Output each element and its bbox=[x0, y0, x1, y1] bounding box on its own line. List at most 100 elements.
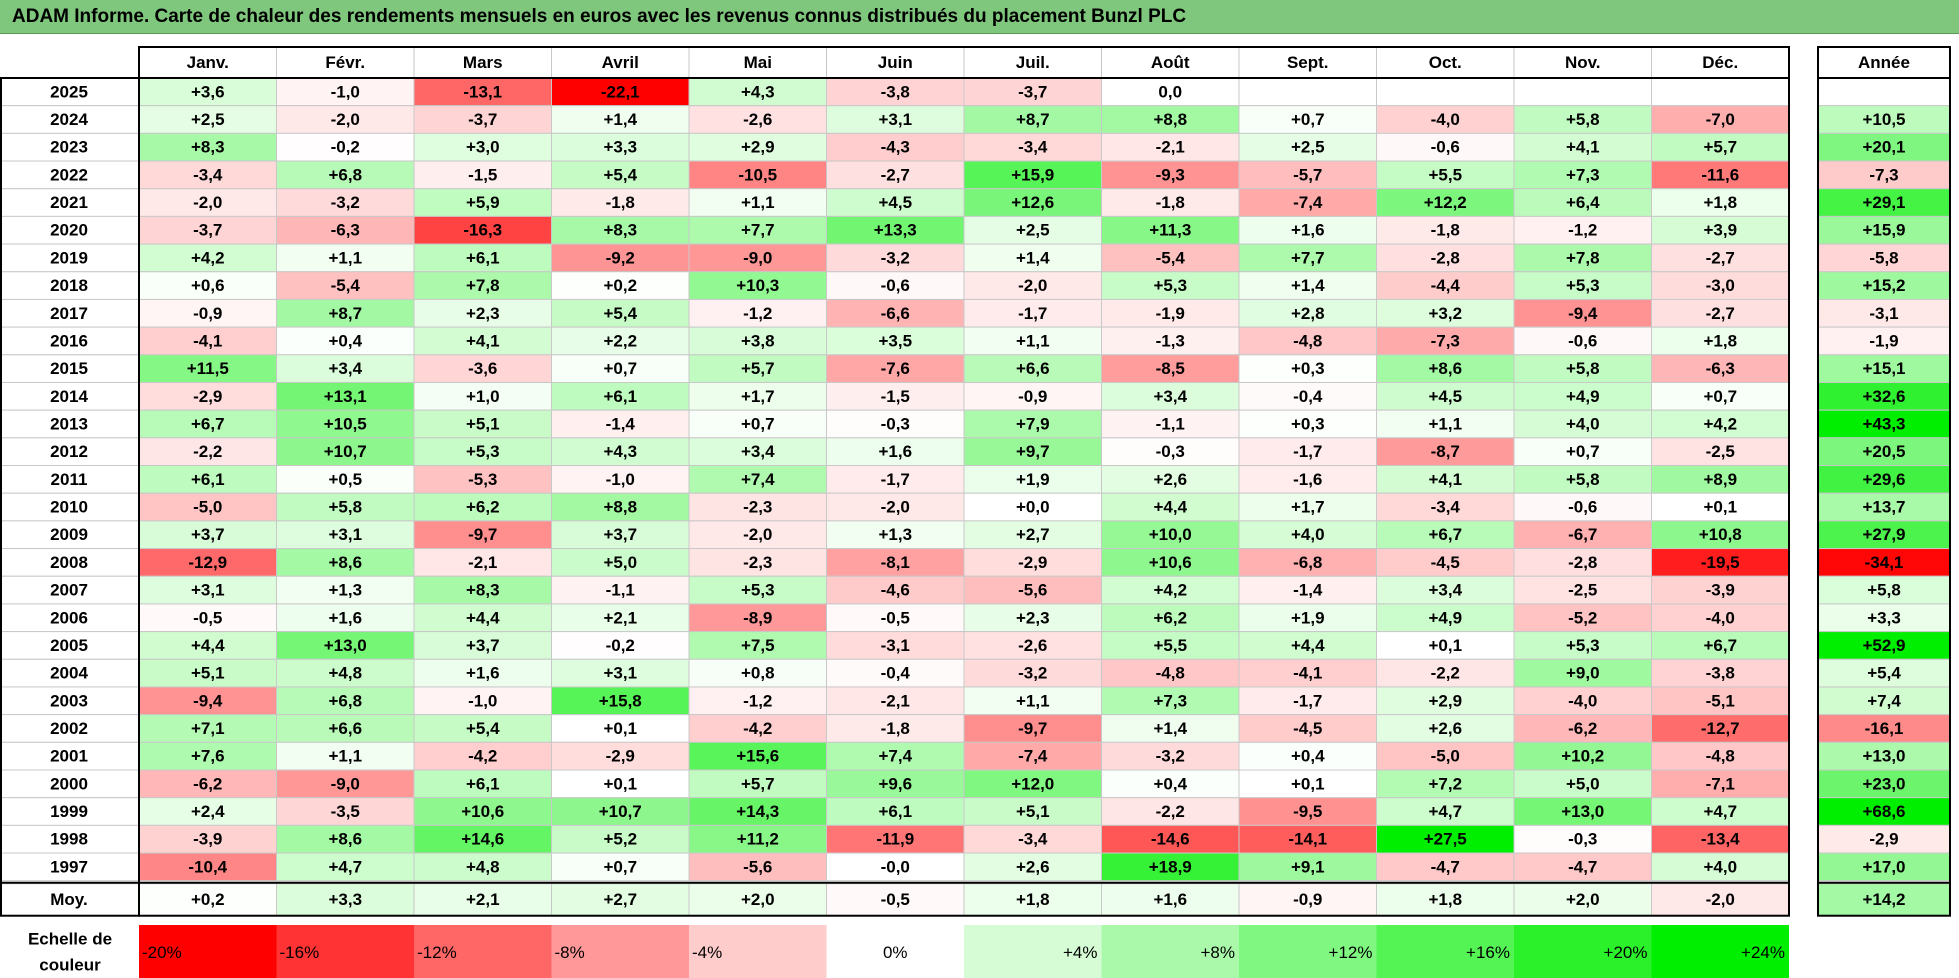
cell-value: +10,7 bbox=[599, 802, 642, 821]
scale-swatch bbox=[276, 925, 414, 978]
heatmap-cell bbox=[276, 797, 415, 826]
cell-value: +7,7 bbox=[1291, 248, 1325, 267]
column-header: Nov. bbox=[1565, 53, 1601, 72]
cell-value: -1,4 bbox=[1293, 581, 1323, 600]
heatmap-cell bbox=[1376, 381, 1515, 411]
heatmap-cell bbox=[138, 354, 277, 383]
heatmap-cell bbox=[551, 631, 690, 660]
cell-value: +4,5 bbox=[1428, 387, 1462, 406]
cell-value: -1,9 bbox=[1156, 304, 1185, 323]
heatmap-cell bbox=[1101, 548, 1240, 577]
cell-value: -14,1 bbox=[1288, 830, 1327, 849]
cell-value: +15,8 bbox=[599, 691, 642, 710]
heatmap-cell bbox=[551, 492, 690, 522]
cell-value: -2,7 bbox=[1706, 248, 1735, 267]
year-value: +15,1 bbox=[1862, 359, 1905, 378]
heatmap-cell bbox=[1238, 714, 1377, 743]
row-label: 2000 bbox=[50, 774, 88, 793]
scale-swatch bbox=[826, 925, 964, 978]
cell-value: +8,7 bbox=[1016, 110, 1050, 129]
heatmap-cell bbox=[551, 381, 690, 411]
cell-value: +6,7 bbox=[1703, 636, 1737, 655]
heatmap-cell bbox=[688, 160, 827, 190]
heatmap-cell bbox=[963, 852, 1102, 882]
cell-value: -7,4 bbox=[1293, 193, 1323, 212]
heatmap-cell bbox=[688, 243, 827, 273]
heatmap-cell bbox=[963, 492, 1102, 522]
cell-value: +4,4 bbox=[1153, 498, 1187, 517]
heatmap-cell bbox=[413, 658, 552, 688]
cell-value: +13,1 bbox=[324, 387, 367, 406]
heatmap-cell bbox=[1376, 520, 1515, 550]
cell-value: -5,1 bbox=[1706, 691, 1735, 710]
year-cell bbox=[1817, 741, 1951, 771]
cell-value: +0,6 bbox=[191, 276, 225, 295]
row-label-cell bbox=[0, 603, 140, 633]
cell-value: +4,5 bbox=[878, 193, 912, 212]
cell-value: +0,7 bbox=[1291, 110, 1325, 129]
heatmap-cell bbox=[826, 824, 965, 854]
heatmap-cell bbox=[551, 741, 690, 771]
cell-value: +5,8 bbox=[328, 498, 362, 517]
heatmap-cell bbox=[963, 160, 1102, 190]
cell-value: +8,6 bbox=[1428, 359, 1462, 378]
row-label: 2016 bbox=[50, 331, 88, 350]
scale-swatch bbox=[414, 925, 552, 978]
year-value: +10,5 bbox=[1862, 110, 1905, 129]
cell-value: +6,2 bbox=[1153, 608, 1187, 627]
scale-label: -20% bbox=[142, 943, 182, 962]
heatmap-cell bbox=[1101, 575, 1240, 605]
column-header: Janv. bbox=[187, 53, 229, 72]
heatmap-cell bbox=[1101, 354, 1240, 383]
heatmap-cell bbox=[1513, 714, 1652, 743]
year-cell bbox=[1817, 686, 1951, 716]
cell-value: +3,2 bbox=[1428, 304, 1462, 323]
cell-value: +1,3 bbox=[328, 581, 362, 600]
heatmap-cell bbox=[1376, 132, 1515, 162]
cell-value: +5,0 bbox=[1566, 774, 1600, 793]
year-cell bbox=[1817, 492, 1951, 522]
cell-value: +0,1 bbox=[603, 774, 637, 793]
cell-value: +8,8 bbox=[1153, 110, 1187, 129]
scale-swatch bbox=[964, 925, 1102, 978]
scale-swatch bbox=[1239, 925, 1377, 978]
cell-value: +2,3 bbox=[1016, 608, 1050, 627]
year-cell bbox=[1817, 824, 1951, 854]
cell-value: -12,7 bbox=[1701, 719, 1740, 738]
cell-value: +4,3 bbox=[741, 82, 775, 101]
heatmap-cell bbox=[1101, 215, 1240, 245]
heatmap-cell bbox=[688, 465, 827, 494]
row-label: 2001 bbox=[50, 747, 88, 766]
row-label: 2015 bbox=[50, 359, 88, 378]
heatmap-cell bbox=[276, 77, 415, 107]
cell-value: +2,6 bbox=[1016, 857, 1050, 876]
cell-value: -8,7 bbox=[1431, 442, 1460, 461]
cell-value: -2,0 bbox=[1018, 276, 1047, 295]
heatmap-cell bbox=[551, 326, 690, 356]
cell-value: -5,6 bbox=[743, 857, 772, 876]
column-header: Juil. bbox=[1016, 53, 1050, 72]
cell-value: +10,6 bbox=[1149, 553, 1192, 572]
cell-value: +9,1 bbox=[1291, 857, 1325, 876]
cell-value: +5,5 bbox=[1153, 636, 1187, 655]
cell-value: +6,6 bbox=[328, 719, 362, 738]
scale-swatch bbox=[139, 925, 277, 978]
heatmap-cell bbox=[551, 188, 690, 217]
row-label: 2011 bbox=[51, 470, 88, 489]
cell-value: -2,7 bbox=[1706, 304, 1735, 323]
heatmap-cell bbox=[551, 520, 690, 550]
cell-value: +2,6 bbox=[1153, 470, 1187, 489]
heatmap-cell bbox=[276, 520, 415, 550]
row-label: 2022 bbox=[50, 165, 88, 184]
cell-value: -0,2 bbox=[331, 138, 360, 157]
row-label-cell bbox=[0, 437, 140, 467]
heatmap-cell bbox=[963, 437, 1102, 467]
cell-value: -3,6 bbox=[468, 359, 497, 378]
heatmap-cell bbox=[963, 548, 1102, 577]
heatmap-cell bbox=[1101, 852, 1240, 882]
cell-value: +7,2 bbox=[1428, 774, 1462, 793]
heatmap-cell bbox=[413, 741, 552, 771]
cell-value: -4,7 bbox=[1431, 857, 1460, 876]
average-label: Moy. bbox=[50, 890, 87, 909]
cell-value: -1,2 bbox=[1568, 221, 1597, 240]
